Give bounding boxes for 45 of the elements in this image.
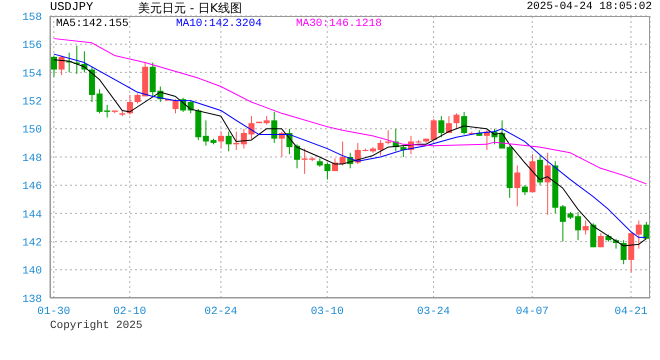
candlestick <box>643 221 650 240</box>
x-tick-label: 04-07 <box>516 306 549 318</box>
text: MA5:142.155 <box>56 18 130 30</box>
line-series <box>53 38 647 184</box>
x-tick-label: 03-10 <box>310 306 344 318</box>
candlestick <box>537 155 544 186</box>
candlestick <box>454 112 460 130</box>
candlestick <box>522 184 528 196</box>
y-tick-label: 150 <box>22 124 42 137</box>
y-tick-label: 148 <box>22 152 42 165</box>
y-tick-label: 142 <box>22 238 42 250</box>
y-tick-label: 152 <box>22 96 42 109</box>
candlestick <box>636 220 642 250</box>
y-tick-label: 140 <box>22 266 42 278</box>
x-tick-label: 02-24 <box>204 306 238 318</box>
y-tick-label: 146 <box>22 181 42 194</box>
x-tick-label: 03-24 <box>417 306 450 318</box>
text: MA30:146.1218 <box>296 18 383 30</box>
y-tick-label: 138 <box>22 294 42 306</box>
text: Copyright 2025 <box>50 320 142 332</box>
chart-title: 美元日元 - 日K线图 <box>138 0 242 17</box>
y-tick-label: 144 <box>22 209 42 222</box>
candlestick <box>461 111 468 135</box>
x-tick-label: 01-30 <box>37 306 70 318</box>
candlestick <box>438 116 444 138</box>
chart-subtitle: USDJPY <box>50 0 94 14</box>
candlestick <box>620 240 627 265</box>
candlestick <box>218 131 224 150</box>
candlestick <box>51 54 57 78</box>
candlestick <box>544 152 551 216</box>
y-tick-label: 158 <box>22 12 42 24</box>
y-tick-label: 156 <box>22 40 42 52</box>
candlestick <box>226 131 232 152</box>
candlestick <box>582 220 589 236</box>
x-tick-label: 04-21 <box>614 306 648 318</box>
text: 2025-04-24 18:05:02 <box>526 1 652 13</box>
candlestick <box>598 232 604 248</box>
x-tick-label: 02-10 <box>113 306 146 318</box>
text: MA10:142.3204 <box>176 18 263 30</box>
candlestick <box>514 164 520 207</box>
candlestick <box>172 98 179 114</box>
candlestick <box>126 94 133 116</box>
candlestick <box>385 130 392 145</box>
y-tick-label: 154 <box>22 68 42 80</box>
candlestick <box>58 54 65 76</box>
